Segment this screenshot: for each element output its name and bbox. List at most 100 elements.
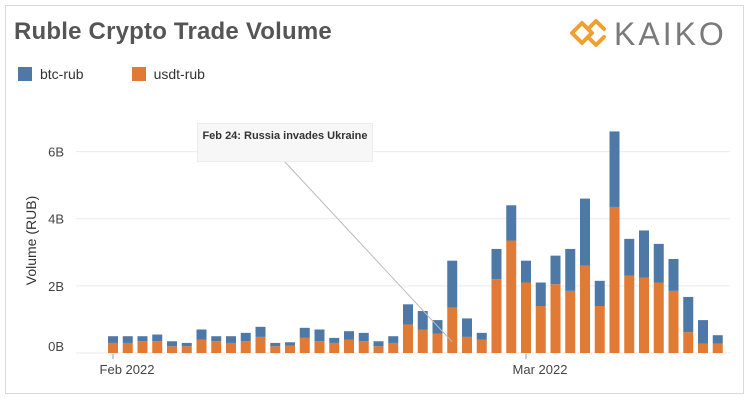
bar-btc-rub[interactable] bbox=[565, 248, 576, 291]
bar-btc-rub[interactable] bbox=[535, 282, 546, 307]
bar-usdt-rub[interactable] bbox=[388, 342, 399, 353]
bar-btc-rub[interactable] bbox=[580, 198, 590, 266]
bar-btc-rub[interactable] bbox=[255, 326, 266, 337]
bar-usdt-rub[interactable] bbox=[580, 265, 590, 353]
bar-btc-rub[interactable] bbox=[668, 259, 679, 291]
y-tick-label: 2B bbox=[48, 279, 64, 294]
bar-btc-rub[interactable] bbox=[167, 341, 177, 347]
bar-usdt-rub[interactable] bbox=[668, 290, 679, 353]
bar-btc-rub[interactable] bbox=[417, 311, 428, 330]
bar-usdt-rub[interactable] bbox=[152, 341, 163, 353]
y-tick-label: 0B bbox=[48, 339, 64, 354]
bar-usdt-rub[interactable] bbox=[565, 290, 576, 353]
bar-btc-rub[interactable] bbox=[388, 336, 399, 343]
bar-btc-rub[interactable] bbox=[122, 336, 133, 343]
bar-btc-rub[interactable] bbox=[683, 296, 694, 333]
bar-usdt-rub[interactable] bbox=[653, 282, 664, 354]
bar-btc-rub[interactable] bbox=[609, 131, 620, 207]
bar-usdt-rub[interactable] bbox=[535, 306, 546, 353]
bar-usdt-rub[interactable] bbox=[712, 343, 723, 353]
bar-btc-rub[interactable] bbox=[373, 341, 384, 347]
bar-usdt-rub[interactable] bbox=[447, 307, 458, 353]
bar-usdt-rub[interactable] bbox=[683, 332, 694, 353]
x-tick-label: Feb 2022 bbox=[100, 362, 155, 377]
bar-btc-rub[interactable] bbox=[594, 280, 605, 306]
bar-btc-rub[interactable] bbox=[314, 329, 325, 342]
bar-btc-rub[interactable] bbox=[137, 336, 148, 342]
bar-usdt-rub[interactable] bbox=[226, 342, 236, 353]
bar-btc-rub[interactable] bbox=[653, 243, 664, 283]
bar-usdt-rub[interactable] bbox=[255, 336, 266, 353]
bar-btc-rub[interactable] bbox=[181, 342, 192, 347]
annotation-box: Feb 24: Russia invades Ukraine bbox=[197, 123, 373, 162]
bar-usdt-rub[interactable] bbox=[698, 343, 708, 353]
bar-btc-rub[interactable] bbox=[226, 336, 236, 343]
bar-usdt-rub[interactable] bbox=[594, 306, 605, 353]
bar-usdt-rub[interactable] bbox=[137, 341, 148, 353]
bar-usdt-rub[interactable] bbox=[476, 339, 487, 353]
bar-usdt-rub[interactable] bbox=[314, 341, 325, 353]
y-tick-label: 6B bbox=[48, 145, 64, 160]
bar-usdt-rub[interactable] bbox=[462, 336, 472, 353]
bar-usdt-rub[interactable] bbox=[373, 346, 384, 353]
bar-btc-rub[interactable] bbox=[403, 304, 413, 325]
legend-swatch-btc-rub bbox=[18, 67, 32, 81]
bar-btc-rub[interactable] bbox=[240, 332, 251, 342]
bar-usdt-rub[interactable] bbox=[122, 342, 133, 353]
kaiko-logo-icon bbox=[570, 19, 606, 47]
bar-btc-rub[interactable] bbox=[712, 335, 723, 344]
bar-btc-rub[interactable] bbox=[299, 327, 310, 338]
bar-usdt-rub[interactable] bbox=[270, 346, 281, 353]
x-tick-label: Mar 2022 bbox=[513, 362, 568, 377]
bar-btc-rub[interactable] bbox=[521, 260, 531, 283]
bar-btc-rub[interactable] bbox=[491, 248, 502, 280]
bar-usdt-rub[interactable] bbox=[181, 346, 192, 353]
bar-btc-rub[interactable] bbox=[462, 318, 472, 337]
bar-usdt-rub[interactable] bbox=[240, 341, 251, 353]
bar-usdt-rub[interactable] bbox=[344, 339, 354, 353]
legend-swatch-usdt-rub bbox=[131, 67, 146, 81]
y-axis-label: Volume (RUB) bbox=[23, 196, 39, 285]
bar-btc-rub[interactable] bbox=[358, 332, 369, 342]
bar-btc-rub[interactable] bbox=[624, 238, 635, 276]
legend-label-btc-rub: btc-rub bbox=[40, 66, 84, 82]
bar-btc-rub[interactable] bbox=[639, 230, 649, 278]
bar-usdt-rub[interactable] bbox=[285, 345, 295, 353]
bar-usdt-rub[interactable] bbox=[299, 337, 310, 353]
bar-usdt-rub[interactable] bbox=[167, 346, 177, 353]
bar-usdt-rub[interactable] bbox=[550, 284, 561, 353]
bar-btc-rub[interactable] bbox=[108, 336, 118, 343]
bar-usdt-rub[interactable] bbox=[108, 342, 118, 353]
bar-usdt-rub[interactable] bbox=[521, 282, 531, 354]
bar-usdt-rub[interactable] bbox=[403, 324, 413, 353]
bar-usdt-rub[interactable] bbox=[639, 277, 649, 353]
bar-btc-rub[interactable] bbox=[270, 342, 281, 347]
bar-btc-rub[interactable] bbox=[196, 329, 207, 340]
bar-usdt-rub[interactable] bbox=[432, 333, 443, 353]
legend-item-btc-rub[interactable]: btc-rub bbox=[18, 66, 84, 82]
bar-usdt-rub[interactable] bbox=[417, 329, 428, 354]
legend-label-usdt-rub: usdt-rub bbox=[153, 66, 205, 82]
bar-btc-rub[interactable] bbox=[211, 336, 222, 342]
bar-btc-rub[interactable] bbox=[550, 255, 561, 285]
bar-usdt-rub[interactable] bbox=[211, 341, 222, 353]
bar-btc-rub[interactable] bbox=[329, 337, 340, 343]
legend-item-usdt-rub[interactable]: usdt-rub bbox=[131, 66, 205, 82]
bar-btc-rub[interactable] bbox=[152, 334, 163, 342]
bar-btc-rub[interactable] bbox=[698, 320, 708, 344]
bar-btc-rub[interactable] bbox=[506, 205, 517, 241]
bar-usdt-rub[interactable] bbox=[491, 279, 502, 353]
bar-btc-rub[interactable] bbox=[344, 331, 354, 340]
kaiko-logo-text: KAIKO bbox=[614, 16, 727, 52]
bar-usdt-rub[interactable] bbox=[609, 206, 620, 353]
kaiko-logo: KAIKO bbox=[570, 16, 727, 52]
bar-usdt-rub[interactable] bbox=[624, 275, 635, 353]
bar-btc-rub[interactable] bbox=[285, 342, 295, 346]
bar-usdt-rub[interactable] bbox=[358, 341, 369, 353]
bar-btc-rub[interactable] bbox=[447, 260, 458, 308]
bar-usdt-rub[interactable] bbox=[506, 240, 517, 353]
bar-btc-rub[interactable] bbox=[476, 332, 487, 340]
bar-usdt-rub[interactable] bbox=[196, 339, 207, 353]
bar-usdt-rub[interactable] bbox=[329, 342, 340, 353]
chart-legend: btc-rub usdt-rub bbox=[18, 66, 245, 82]
